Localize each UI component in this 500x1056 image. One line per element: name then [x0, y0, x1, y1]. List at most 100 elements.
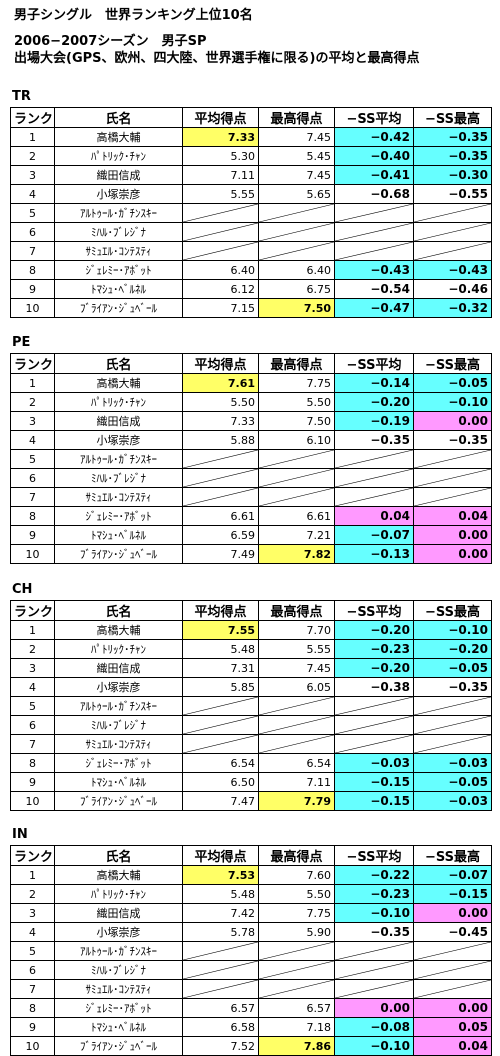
average-score-cell: 6.58	[182, 1017, 259, 1037]
rank-cell: 1	[10, 620, 55, 640]
column-header: 氏名	[54, 600, 183, 621]
rank-cell: 1	[10, 865, 55, 885]
rank-cell: 5	[10, 696, 55, 716]
table-row: 5 ｱﾙﾄｩｰﾙ･ｶﾞﾁﾝｽｷｰ	[10, 449, 492, 469]
rank-cell: 5	[10, 449, 55, 469]
ss-average-cell: −0.20	[334, 658, 414, 678]
table-row: 1 高橋大輔 7.53 7.60 −0.22 −0.07	[10, 865, 492, 885]
skater-name: ｱﾙﾄｩｰﾙ･ｶﾞﾁﾝｽｷｰ	[54, 941, 183, 961]
best-score-cell: 5.50	[258, 392, 335, 412]
average-score-cell	[182, 941, 259, 961]
rank-cell: 10	[10, 791, 55, 811]
ss-best-cell: −0.05	[413, 772, 492, 792]
ss-average-cell	[334, 941, 414, 961]
best-score-cell: 7.11	[258, 772, 335, 792]
skater-name: ﾄﾏｼｭ･ﾍﾞﾙﾈﾙ	[54, 279, 183, 299]
ss-average-cell: −0.23	[334, 639, 414, 659]
ss-average-cell: −0.08	[334, 1017, 414, 1037]
skater-name: ﾌﾞﾗｲｱﾝ･ｼﾞｭﾍﾞｰﾙ	[54, 1036, 183, 1056]
average-score-cell	[182, 696, 259, 716]
empty-diagonal	[335, 223, 413, 241]
empty-diagonal	[259, 942, 334, 960]
best-score-cell	[258, 222, 335, 242]
average-score-cell	[182, 487, 259, 507]
empty-diagonal	[414, 716, 491, 734]
empty-diagonal	[335, 942, 413, 960]
best-score-cell	[258, 203, 335, 223]
ss-average-cell: −0.22	[334, 865, 414, 885]
ss-average-cell	[334, 222, 414, 242]
best-score-cell: 5.45	[258, 146, 335, 166]
rank-cell: 2	[10, 392, 55, 412]
ss-average-cell: −0.68	[334, 184, 414, 204]
ss-best-cell: 0.00	[413, 411, 492, 431]
empty-diagonal	[414, 450, 491, 468]
ss-best-cell: −0.43	[413, 260, 492, 280]
best-score-cell: 7.45	[258, 165, 335, 185]
skater-name: 織田信成	[54, 658, 183, 678]
rank-cell: 2	[10, 146, 55, 166]
ss-average-cell: −0.14	[334, 373, 414, 393]
table-row: 5 ｱﾙﾄｩｰﾙ･ｶﾞﾁﾝｽｷｰ	[10, 696, 492, 716]
empty-diagonal	[259, 469, 334, 487]
average-score-cell: 5.30	[182, 146, 259, 166]
empty-diagonal	[335, 980, 413, 998]
table-row: 10 ﾌﾞﾗｲｱﾝ･ｼﾞｭﾍﾞｰﾙ 7.52 7.86 −0.10 0.04	[10, 1036, 492, 1056]
column-header: −SS平均	[334, 107, 414, 128]
rank-cell: 7	[10, 734, 55, 754]
skater-name: 小塚崇彦	[54, 430, 183, 450]
best-score-cell	[258, 468, 335, 488]
empty-diagonal	[259, 716, 334, 734]
table-row: 10 ﾌﾞﾗｲｱﾝ･ｼﾞｭﾍﾞｰﾙ 7.49 7.82 −0.13 0.00	[10, 544, 492, 564]
rank-cell: 6	[10, 468, 55, 488]
ss-best-cell: −0.03	[413, 753, 492, 773]
ss-average-cell: −0.10	[334, 1036, 414, 1056]
rank-cell: 9	[10, 772, 55, 792]
table-row: 8 ｼﾞｪﾚﾐｰ･ｱﾎﾞｯﾄ 6.61 6.61 0.04 0.04	[10, 506, 492, 526]
average-score-cell: 7.11	[182, 165, 259, 185]
skater-name: ｼﾞｪﾚﾐｰ･ｱﾎﾞｯﾄ	[54, 260, 183, 280]
average-score-cell: 5.55	[182, 184, 259, 204]
skater-name: ｱﾙﾄｩｰﾙ･ｶﾞﾁﾝｽｷｰ	[54, 696, 183, 716]
table-row: 8 ｼﾞｪﾚﾐｰ･ｱﾎﾞｯﾄ 6.57 6.57 0.00 0.00	[10, 998, 492, 1018]
skater-name: 高橋大輔	[54, 373, 183, 393]
rank-cell: 1	[10, 373, 55, 393]
rank-cell: 8	[10, 753, 55, 773]
average-score-cell: 5.50	[182, 392, 259, 412]
ss-best-cell: −0.03	[413, 791, 492, 811]
skater-name: ｱﾙﾄｩｰﾙ･ｶﾞﾁﾝｽｷｰ	[54, 449, 183, 469]
best-score-cell: 6.54	[258, 753, 335, 773]
ss-best-cell	[413, 979, 492, 999]
section-label: TR	[12, 89, 31, 104]
ss-best-cell: −0.35	[413, 430, 492, 450]
average-score-cell: 7.47	[182, 791, 259, 811]
table-row: 5 ｱﾙﾄｩｰﾙ･ｶﾞﾁﾝｽｷｰ	[10, 203, 492, 223]
rank-cell: 4	[10, 430, 55, 450]
ss-average-cell: −0.47	[334, 298, 414, 318]
ss-average-cell: 0.00	[334, 998, 414, 1018]
best-score-cell	[258, 696, 335, 716]
table-row: 8 ｼﾞｪﾚﾐｰ･ｱﾎﾞｯﾄ 6.40 6.40 −0.43 −0.43	[10, 260, 492, 280]
table-row: 9 ﾄﾏｼｭ･ﾍﾞﾙﾈﾙ 6.12 6.75 −0.54 −0.46	[10, 279, 492, 299]
empty-diagonal	[414, 223, 491, 241]
header-row: ランク 氏名 平均得点 最高得点 −SS平均 −SS最高	[10, 845, 492, 866]
ss-best-cell: −0.07	[413, 865, 492, 885]
skater-name: ｼﾞｪﾚﾐｰ･ｱﾎﾞｯﾄ	[54, 998, 183, 1018]
average-score-cell: 5.48	[182, 639, 259, 659]
ss-best-cell	[413, 941, 492, 961]
ss-average-cell	[334, 203, 414, 223]
table-row: 4 小塚崇彦 5.85 6.05 −0.38 −0.35	[10, 677, 492, 697]
empty-diagonal	[414, 980, 491, 998]
ss-best-cell	[413, 222, 492, 242]
header-row: ランク 氏名 平均得点 最高得点 −SS平均 −SS最高	[10, 353, 492, 374]
ss-best-cell: −0.05	[413, 373, 492, 393]
score-table-tr: ランク 氏名 平均得点 最高得点 −SS平均 −SS最高 1 高橋大輔 7.33 7.45 −0.4…	[10, 107, 492, 318]
table-row: 4 小塚崇彦 5.55 5.65 −0.68 −0.55	[10, 184, 492, 204]
ss-best-cell: −0.05	[413, 658, 492, 678]
empty-diagonal	[183, 242, 258, 260]
best-score-cell: 7.75	[258, 903, 335, 923]
section-label: IN	[12, 827, 28, 842]
average-score-cell: 6.40	[182, 260, 259, 280]
column-header: −SS平均	[334, 353, 414, 374]
best-score-cell: 6.57	[258, 998, 335, 1018]
